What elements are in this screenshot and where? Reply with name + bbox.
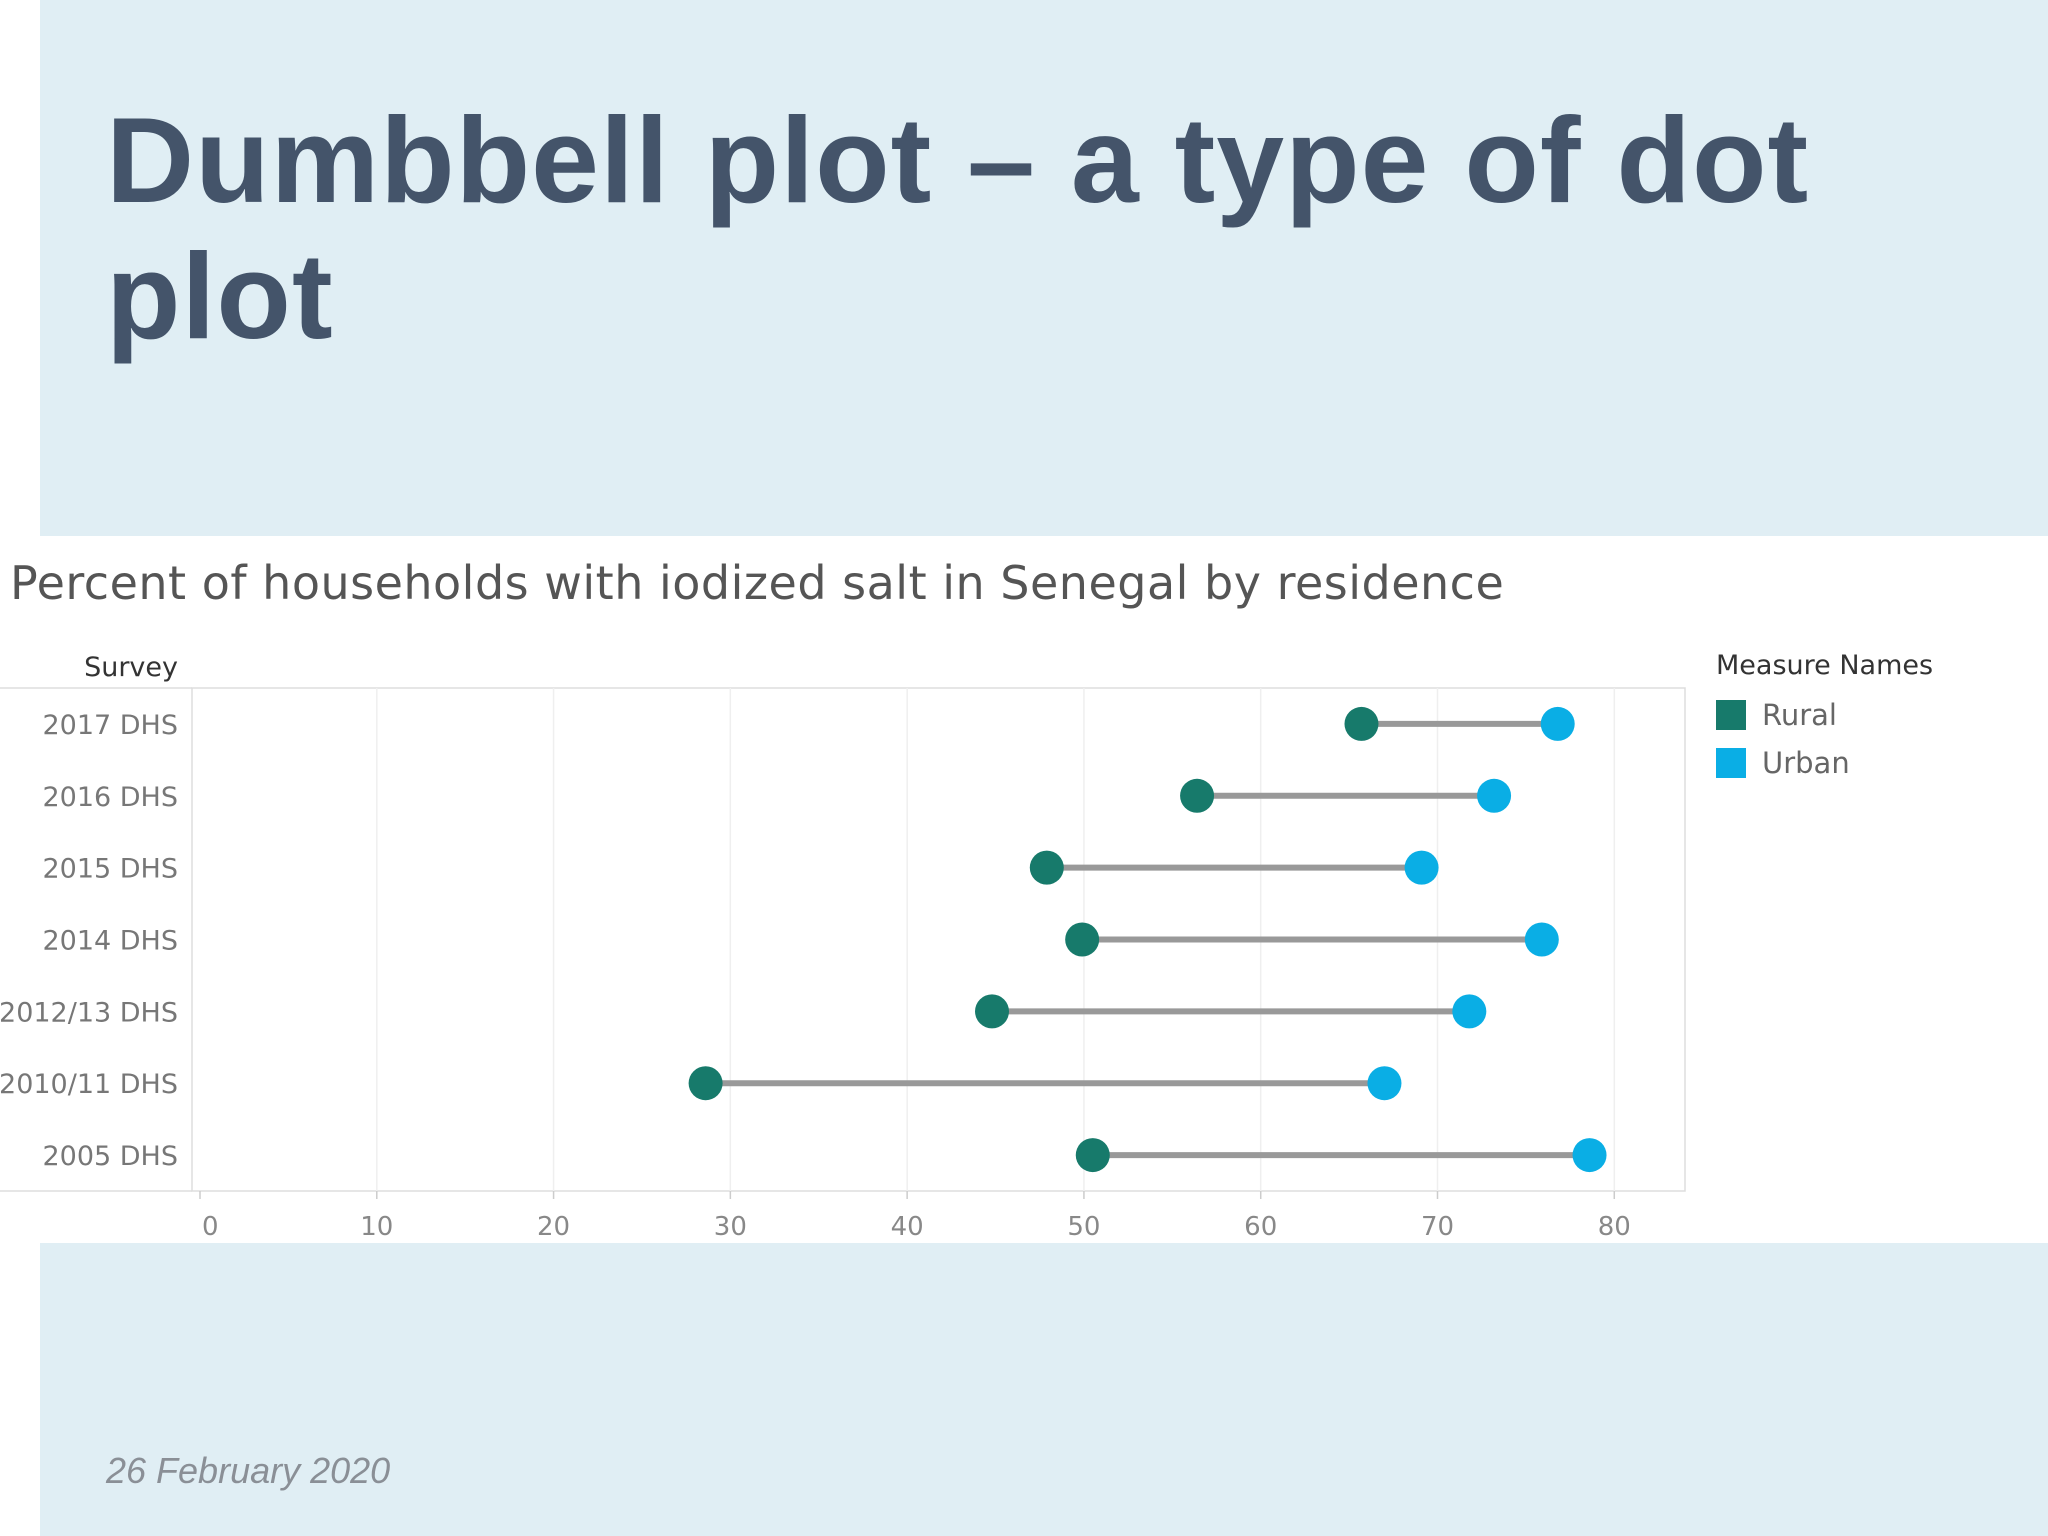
legend-item-rural[interactable]: Rural (1716, 691, 1933, 739)
x-tick-label: 10 (360, 1212, 393, 1242)
chart-title: Percent of households with iodized salt … (10, 556, 1505, 610)
x-tick-label: 20 (537, 1212, 570, 1242)
dot-rural (1344, 706, 1379, 741)
title-band (40, 0, 2048, 536)
dot-rural (975, 994, 1009, 1029)
dot-urban (1572, 1138, 1607, 1173)
dot-rural (1075, 1138, 1110, 1173)
x-tick-label: 0 (202, 1212, 219, 1242)
dot-urban (1404, 850, 1439, 885)
x-tick-label: 70 (1421, 1212, 1454, 1242)
x-tick-label: 50 (1067, 1212, 1100, 1242)
slide-date: 26 February 2020 (106, 1450, 391, 1491)
row-label: 2005 DHS (42, 1141, 178, 1172)
y-axis-title: Survey (84, 652, 178, 683)
dot-urban (1540, 706, 1575, 741)
legend-label-urban: Urban (1762, 746, 1850, 780)
legend-item-urban[interactable]: Urban (1716, 739, 1933, 787)
x-tick-label: 30 (714, 1212, 747, 1242)
dot-urban (1524, 922, 1559, 957)
slide-title: Dumbbell plot – a type of dot plot (106, 92, 1810, 364)
legend-swatch-urban (1716, 748, 1746, 778)
footer-band (40, 1243, 2048, 1536)
row-label: 2010/11 DHS (0, 1069, 178, 1100)
row-label: 2015 DHS (42, 854, 178, 885)
x-tick-label: 40 (891, 1212, 924, 1242)
row-label: 2014 DHS (42, 926, 178, 957)
row-label: 2012/13 DHS (0, 997, 178, 1028)
dot-urban (1367, 1066, 1402, 1101)
x-tick-label: 80 (1598, 1212, 1631, 1242)
legend-swatch-rural (1716, 700, 1746, 730)
chart-legend: Measure Names Rural Urban (1716, 650, 1933, 787)
plot-frame (191, 687, 1686, 1192)
dot-urban (1477, 778, 1512, 813)
dot-rural (1180, 778, 1215, 813)
legend-title: Measure Names (1716, 650, 1934, 681)
row-label: 2017 DHS (42, 710, 178, 741)
dot-urban (1452, 994, 1487, 1029)
dumbbell-chart: 0 10 20 30 40 50 60 70 80 Survey 2017 DHS 2016 DHS 2… (0, 652, 1686, 1242)
dot-rural (1029, 850, 1064, 885)
dot-rural (1065, 922, 1100, 957)
row-label: 2016 DHS (42, 782, 178, 813)
x-tick-label: 60 (1244, 1212, 1277, 1242)
dot-rural (688, 1066, 723, 1101)
legend-label-rural: Rural (1762, 698, 1837, 732)
